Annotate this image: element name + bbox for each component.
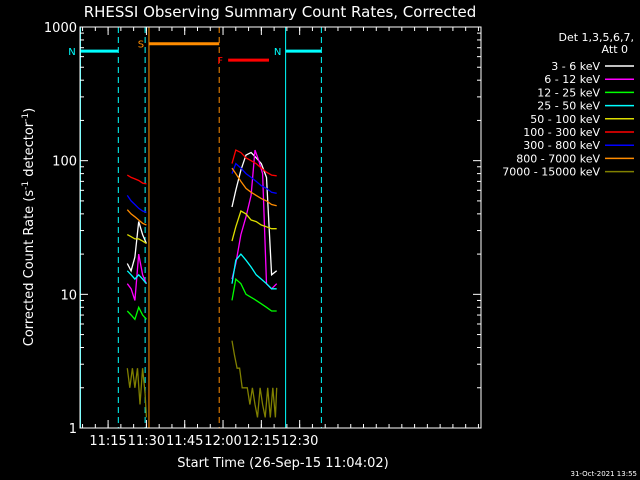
legend-label-2: 12 - 25 keV <box>537 86 600 99</box>
series-line-4-0 <box>126 234 147 245</box>
legend-label-1: 6 - 12 keV <box>544 73 600 86</box>
series-line-2-1 <box>231 277 277 312</box>
series-line-5-0 <box>126 174 147 185</box>
plot-frame <box>79 26 482 429</box>
chart-title: RHESSI Observing Summary Count Rates, Co… <box>84 3 477 21</box>
x-axis-label: Start Time (26-Sep-15 11:04:02) <box>177 456 388 471</box>
x-tick-label-4: 12:15 <box>243 434 280 449</box>
legend-label-5: 100 - 300 keV <box>523 126 600 139</box>
series-line-4-1 <box>231 210 277 242</box>
flag-label-0: N <box>68 47 75 58</box>
series-line-0-1 <box>231 151 278 277</box>
series-line-8-1 <box>231 340 278 418</box>
legend-title-2: Att 0 <box>602 43 628 56</box>
flag-label-1: N <box>274 47 281 58</box>
flag-label-2: S <box>138 40 144 51</box>
x-tick-label-0: 11:15 <box>89 434 126 449</box>
legend-label-3: 25 - 50 keV <box>537 100 600 113</box>
timestamp: 31-Oct-2021 13:55 <box>571 470 637 478</box>
y-axis-label-main: Corrected Count Rate (s <box>22 190 37 347</box>
y-axis-label-mid: detector <box>22 121 37 181</box>
vertical-markers <box>80 27 322 428</box>
series-line-7-1 <box>231 167 277 207</box>
legend-label-0: 3 - 6 keV <box>551 60 600 73</box>
series-line-2-0 <box>126 305 147 321</box>
legend-label-4: 50 - 100 keV <box>530 113 600 126</box>
y-tick-label-1: 10 <box>60 288 77 303</box>
y-axis-label: Corrected Count Rate (s-1 detector-1) <box>21 108 37 346</box>
y-axis-label-sup2: -1 <box>21 113 31 122</box>
x-tick-label-2: 11:45 <box>166 434 203 449</box>
x-tick-label-5: 12:30 <box>281 434 318 449</box>
y-axis-label-sup1: -1 <box>21 181 31 190</box>
series-line-6-1 <box>231 162 277 194</box>
legend-label-6: 300 - 800 keV <box>523 139 600 152</box>
y-tick-label-3: 1000 <box>44 21 77 36</box>
series-lines <box>126 149 278 418</box>
series-line-8-0 <box>126 368 148 418</box>
series-line-7-0 <box>126 209 147 226</box>
x-tick-label-3: 12:00 <box>204 434 241 449</box>
x-tick-label-1: 11:30 <box>128 434 165 449</box>
legend-label-8: 7000 - 15000 keV <box>502 166 600 179</box>
y-axis-ticks: 1 10 100 1000 <box>44 21 481 437</box>
series-line-3-1 <box>231 253 277 290</box>
flag-label-3: F <box>217 56 223 67</box>
legend-label-7: 800 - 7000 keV <box>516 152 600 165</box>
y-axis-label-end: ) <box>22 108 37 113</box>
flag-bars: N N S F <box>68 40 322 67</box>
series-line-3-0 <box>126 270 147 285</box>
legend-title-1: Det 1,3,5,6,7, <box>558 31 634 44</box>
y-tick-label-2: 100 <box>52 155 77 170</box>
y-tick-label-0: 1 <box>69 422 77 437</box>
x-axis-ticks: 11:15 11:30 11:45 12:00 12:15 12:30 <box>82 27 479 449</box>
series-line-5-1 <box>231 149 277 177</box>
series-line-6-0 <box>126 195 147 214</box>
